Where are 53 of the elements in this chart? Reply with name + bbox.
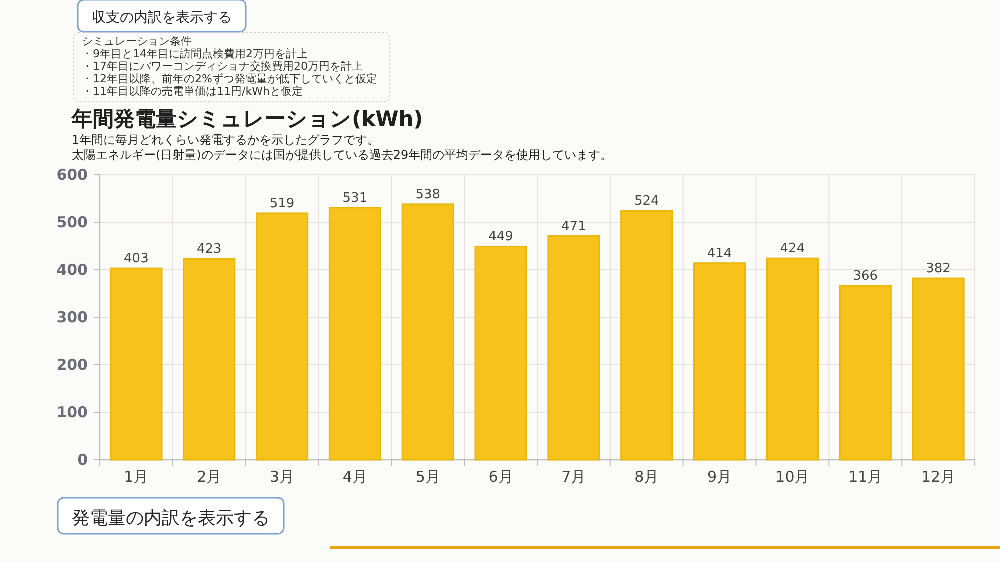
x-tick-label: 7月 xyxy=(562,468,586,486)
x-tick-label: 4月 xyxy=(342,468,368,486)
y-tick-label: 300 xyxy=(56,308,88,326)
data-label: 403 xyxy=(124,252,149,267)
data-label: 538 xyxy=(416,187,441,202)
text: 収支の内訳を表示する xyxy=(92,10,232,26)
text: 太陽エネルギー(日射量)のデータには国が提供している過去29年間の平均データを使用しています。 xyxy=(72,148,613,162)
x-tick-label: 12月 xyxy=(921,468,956,486)
bar xyxy=(402,204,454,461)
bar xyxy=(110,268,163,461)
bar xyxy=(474,246,528,461)
x-tick-label: 1月 xyxy=(124,468,149,486)
y-tick-label: 0 xyxy=(78,451,88,469)
data-label: 449 xyxy=(488,230,514,245)
data-label: 519 xyxy=(270,196,295,212)
text: 発電量の内訳を表示する xyxy=(72,508,270,529)
x-tick-label: 10月 xyxy=(776,468,810,486)
y-tick-label: 200 xyxy=(56,356,88,374)
x-tick-label: 5月 xyxy=(416,468,440,486)
chart-title: 年間発電量シミュレーション(kWh) xyxy=(71,107,424,131)
bar xyxy=(912,278,965,461)
y-tick-label: 600 xyxy=(56,166,88,184)
x-tick-label: 9月 xyxy=(708,468,732,486)
bar xyxy=(620,210,674,461)
y-tick-label: 400 xyxy=(56,261,88,279)
text: ・11年目以降の売電単価は11円/kWhと仮定 xyxy=(82,85,303,98)
y-tick-label: 500 xyxy=(56,214,88,232)
data-label: 524 xyxy=(634,194,660,210)
x-tick-label: 2月 xyxy=(197,468,222,486)
chart-subtitle: 1年間に毎月どれくらい発電するかを示したグラフです。 xyxy=(72,133,380,147)
data-label: 414 xyxy=(707,246,732,262)
x-tick-label: 8月 xyxy=(634,468,660,486)
bar xyxy=(839,285,892,461)
data-label: 382 xyxy=(926,262,951,277)
data-label: 424 xyxy=(780,242,806,257)
x-tick-label: 3月 xyxy=(270,468,295,486)
data-label: 423 xyxy=(196,242,222,258)
bar xyxy=(183,258,236,461)
bar xyxy=(766,258,819,461)
x-tick-label: 11月 xyxy=(848,468,883,486)
text: ・9年目と14年目に訪問点検費用2万円を計上 xyxy=(82,48,308,60)
bar xyxy=(694,262,746,461)
text: シミュレーション条件 xyxy=(82,35,192,48)
bar xyxy=(328,207,382,461)
text: ・12年目以降、前年の2%ずつ発電量が低下していくと仮定 xyxy=(82,72,378,86)
data-label: 471 xyxy=(562,219,586,234)
bar xyxy=(548,236,600,461)
data-label: 366 xyxy=(853,269,878,284)
y-tick-label: 100 xyxy=(56,404,88,422)
x-tick-label: 6月 xyxy=(488,468,514,486)
bar xyxy=(256,212,309,461)
data-label: 531 xyxy=(342,190,368,206)
text: ・17年目にパワーコンディショナ交換費用20万円を計上 xyxy=(82,60,363,73)
